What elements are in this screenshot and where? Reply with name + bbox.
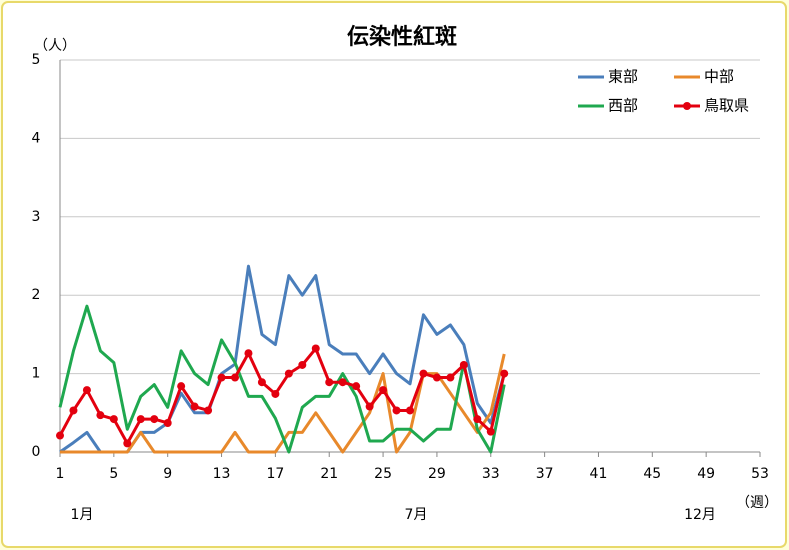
point — [56, 431, 64, 440]
point — [271, 389, 280, 398]
point — [150, 415, 159, 424]
month-label: 1月 — [71, 507, 94, 523]
point — [190, 402, 199, 411]
x-tick-label: 21 — [320, 466, 338, 482]
point — [473, 415, 482, 424]
point — [217, 373, 226, 382]
series-line — [58, 304, 506, 454]
month-label: 7月 — [405, 507, 428, 523]
point — [204, 406, 213, 415]
chart-title: 伝染性紅斑 — [347, 24, 457, 50]
point — [96, 411, 105, 420]
x-tick-label: 41 — [590, 466, 608, 482]
point — [432, 373, 441, 382]
x-tick-label: 37 — [536, 466, 554, 482]
month-label: 12月 — [684, 507, 716, 523]
y-tick-label: 1 — [32, 366, 41, 382]
x-tick-label: 49 — [697, 466, 715, 482]
point — [123, 439, 132, 448]
legend-marker — [683, 102, 691, 110]
y-tick-label: 3 — [32, 209, 41, 225]
point — [257, 378, 266, 387]
x-tick-label: 1 — [56, 466, 65, 482]
y-tick-label: 5 — [32, 52, 41, 68]
y-tick-label: 2 — [32, 287, 41, 303]
series-line — [58, 347, 506, 445]
legend-label: 東部 — [608, 68, 638, 86]
point — [284, 369, 293, 378]
point — [311, 344, 320, 353]
point — [419, 369, 428, 378]
legend-label: 鳥取県 — [704, 97, 749, 115]
point — [325, 378, 334, 387]
point — [500, 369, 509, 378]
legend-label: 西部 — [608, 97, 638, 115]
point — [298, 360, 307, 369]
point — [459, 360, 468, 369]
point — [446, 373, 455, 382]
x-tick-label: 45 — [643, 466, 661, 482]
point — [69, 406, 78, 415]
point — [231, 373, 239, 382]
y-tick-label: 4 — [32, 130, 41, 146]
x-tick-label: 53 — [751, 466, 769, 482]
point — [379, 386, 388, 395]
x-tick-label: 5 — [109, 466, 118, 482]
series-line — [60, 353, 506, 454]
x-tick-label: 25 — [374, 466, 392, 482]
point — [163, 418, 172, 427]
point — [136, 415, 145, 424]
x-tick-label: 13 — [213, 466, 231, 482]
point — [244, 349, 253, 358]
point — [109, 415, 118, 424]
x-tick-label: 9 — [163, 466, 172, 482]
point — [82, 386, 91, 395]
point — [365, 402, 374, 411]
point — [406, 406, 414, 415]
point — [352, 382, 361, 391]
point — [486, 427, 495, 436]
x-tick-label: 29 — [428, 466, 446, 482]
y-tick-label: 0 — [32, 444, 41, 460]
point — [392, 406, 401, 415]
x-tick-label: 33 — [482, 466, 500, 482]
point — [338, 378, 347, 387]
x-tick-label: 17 — [266, 466, 284, 482]
legend-label: 中部 — [704, 68, 734, 86]
x-unit: （週） — [736, 495, 778, 511]
point — [177, 382, 186, 391]
y-unit: （人） — [34, 38, 76, 54]
